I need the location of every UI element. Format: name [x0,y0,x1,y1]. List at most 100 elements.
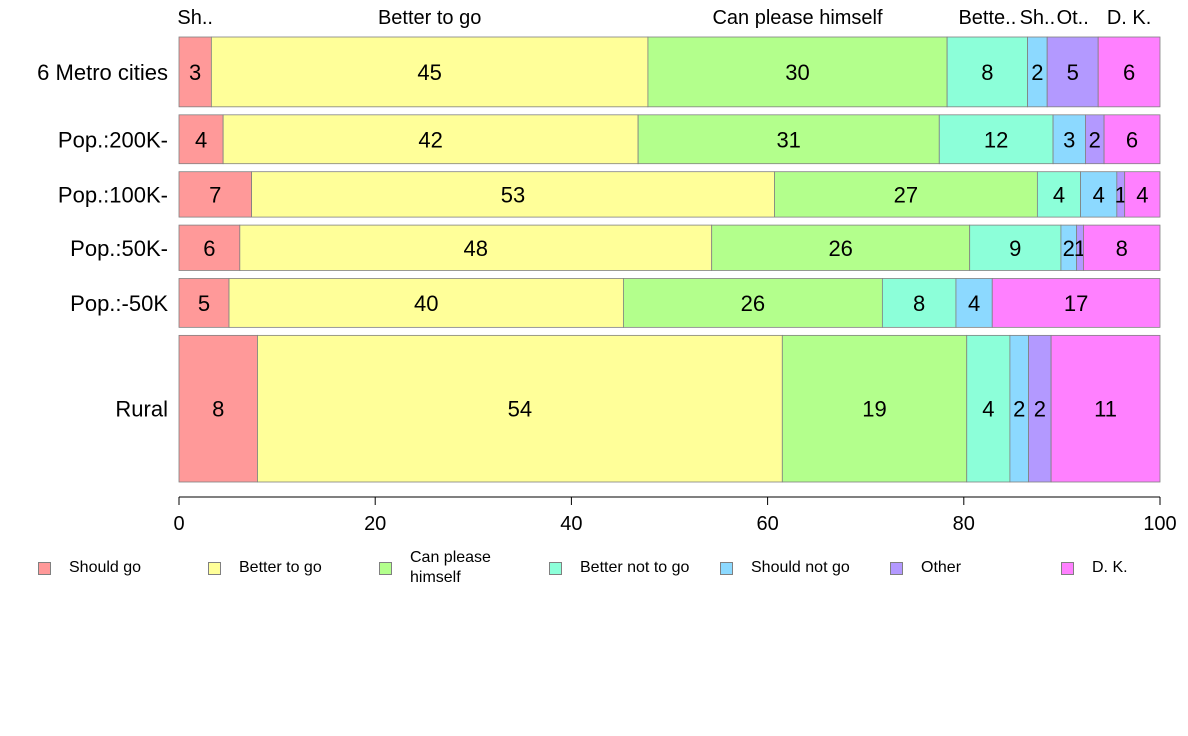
data-label-pop-100k-should-go: 7 [209,182,221,207]
bar-segment-pop-100k-better-to-go [251,171,775,218]
data-label-pop-100k-better-to-go: 53 [501,182,525,207]
bar-segment-pop-50k-should-go [178,224,241,271]
row-label-pop-50k: Pop.:50K- [70,236,168,261]
data-label-rural-better-to-go: 54 [508,397,532,422]
row-label-pop-100k: Pop.:100K- [58,182,168,207]
data-label-pop-50k-better-not-to-go: 9 [1009,236,1021,261]
legend-swatch-better-to-go [208,561,221,575]
data-label-6-metro-cities-d-k: 6 [1123,60,1135,85]
bar-segment-pop-100k-d-k [1124,171,1161,218]
legend-label-can-please-himself: Can please himself [410,549,491,586]
bar-segment-pop-100k-should-go [178,171,252,218]
data-label-pop-50k-better-to-go: 40 [414,291,438,316]
x-tick-label-60: 60 [756,513,778,535]
bar-segment-pop-50k-d-k [1083,224,1161,271]
x-tick-label-40: 40 [560,513,582,535]
data-label-pop-50k-can-please-himself: 26 [828,236,852,261]
data-label-pop-200k-d-k: 6 [1126,127,1138,152]
data-label-pop-50k-d-k: 17 [1064,291,1088,316]
column-header-better-to-go: Better to go [378,7,481,29]
column-header-better-not-to-go: Bette.. [958,7,1016,29]
legend-item-can-please-himself: Can please himself [379,546,520,590]
row-label-rural: Rural [115,397,168,422]
data-label-rural-better-not-to-go: 4 [982,397,994,422]
bar-segment-pop-50k-d-k [991,278,1161,328]
bar-segment-6-metro-cities-d-k [1097,36,1161,108]
bar-segment-rural-should-go [178,334,258,483]
data-label-rural-should-go: 8 [212,397,224,422]
x-tick-label-0: 0 [173,513,184,535]
x-tick-label-20: 20 [364,513,386,535]
bar-segment-pop-200k-can-please-himself [637,114,940,165]
bar-segment-pop-50k-better-to-go [239,224,713,271]
bar-segment-6-metro-cities-should-go [178,36,212,108]
legend: Should go Better to go Can please himsel… [38,546,1178,596]
bar-segment-pop-100k-should-not-go [1080,171,1118,218]
column-header-should-not-go: Sh.. [1020,7,1056,29]
data-label-6-metro-cities-should-not-go: 2 [1031,60,1043,85]
legend-item-better-to-go: Better to go [208,546,322,590]
legend-swatch-better-not-to-go [549,561,562,575]
bar-segment-6-metro-cities-can-please-himself [647,36,948,108]
data-label-6-metro-cities-better-to-go: 45 [417,60,441,85]
data-label-pop-100k-better-not-to-go: 4 [1053,182,1065,207]
data-label-6-metro-cities-can-please-himself: 30 [785,60,809,85]
data-label-rural-d-k: 11 [1094,397,1117,422]
bar-segment-6-metro-cities-other [1046,36,1099,108]
row-label-pop-200k: Pop.:200K- [58,127,168,152]
legend-label-better-to-go: Better to go [239,559,322,576]
bar-segment-6-metro-cities-better-to-go [210,36,649,108]
column-header-other: Ot.. [1057,7,1089,29]
data-label-pop-200k-better-not-to-go: 12 [984,127,1008,152]
legend-swatch-other [890,561,903,575]
data-label-pop-50k-d-k: 8 [1116,236,1128,261]
data-label-rural-can-please-himself: 19 [862,397,886,422]
bar-segment-pop-50k-should-go [178,278,230,328]
data-label-pop-100k-can-please-himself: 27 [894,182,918,207]
data-label-pop-50k-should-go: 5 [198,291,210,316]
bar-segment-pop-50k-can-please-himself [711,224,971,271]
legend-item-better-not-to-go: Better not to go [549,546,689,590]
data-label-rural-other: 2 [1034,397,1046,422]
bar-segment-pop-50k-better-to-go [228,278,624,328]
column-header-should-go: Sh.. [177,7,213,29]
bar-segment-pop-200k-better-not-to-go [938,114,1054,165]
data-label-pop-50k-can-please-himself: 26 [741,291,765,316]
data-label-pop-200k-should-not-go: 3 [1063,127,1075,152]
row-labels: 6 Metro cities Pop.:200K- Pop.:100K- Pop.:5… [37,60,168,422]
bar-segment-pop-200k-better-to-go [222,114,639,165]
row-label-6-metro-cities: 6 Metro cities [37,60,168,85]
data-label-6-metro-cities-should-go: 3 [189,60,201,85]
bar-segment-rural-can-please-himself [781,334,968,483]
x-tick-label-80: 80 [953,513,975,535]
x-axis: 0 20 40 60 80 100 [173,496,1177,535]
legend-item-dk: D. K. [1061,546,1128,590]
data-label-pop-50k-should-go: 6 [203,236,215,261]
data-label-pop-50k-better-not-to-go: 8 [913,291,925,316]
bar-segment-pop-200k-should-not-go [1052,114,1086,165]
legend-swatch-dk [1061,561,1074,575]
legend-label-better-not-to-go: Better not to go [580,559,690,576]
legend-item-other: Other [890,546,961,590]
bar-segment-pop-50k-better-not-to-go [881,278,957,328]
data-label-6-metro-cities-better-not-to-go: 8 [981,60,993,85]
column-header-can-please-himself: Can please himself [712,7,883,29]
data-label-pop-50k-better-to-go: 48 [464,236,488,261]
data-label-pop-100k-d-k: 4 [1136,182,1148,207]
column-headers: Sh.. Better to go Can please himself Bette.… [177,7,1151,29]
bar-segment-6-metro-cities-better-not-to-go [946,36,1028,108]
data-label-pop-200k-other: 2 [1089,127,1101,152]
legend-swatch-should-not-go [720,561,733,575]
data-label-rural-should-not-go: 2 [1013,397,1025,422]
legend-label-other: Other [921,559,962,576]
legend-swatch-should-go [38,561,51,575]
column-header-d-k: D. K. [1107,7,1151,29]
legend-label-should-go: Should go [69,559,142,576]
bar-segment-rural-better-not-to-go [966,334,1011,483]
mosaic-bar-chart: Sh.. Better to go Can please himself Bette.… [37,7,1177,535]
row-label-pop-50k: Pop.:-50K [70,291,168,316]
bar-segment-pop-200k-d-k [1103,114,1161,165]
data-label-pop-200k-better-to-go: 42 [418,127,442,152]
bar-segment-rural-d-k [1050,334,1161,483]
legend-label-dk: D. K. [1092,559,1128,576]
